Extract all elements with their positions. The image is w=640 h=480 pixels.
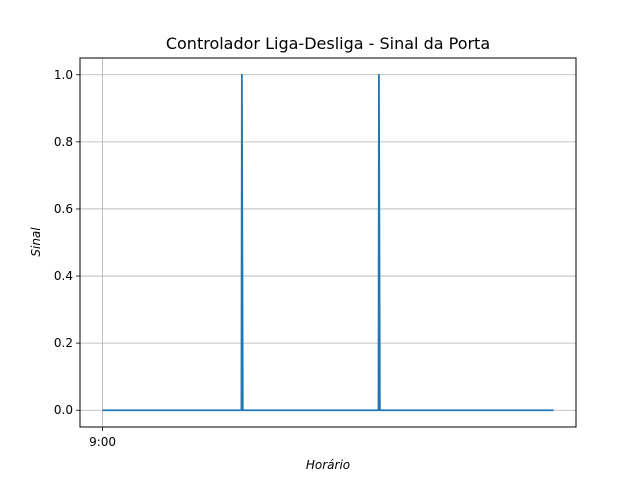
y-tick-label: 0.4	[54, 269, 73, 283]
series-layer	[102, 73, 554, 412]
y-tick-label: 1.0	[54, 68, 73, 82]
series-line-sinal	[102, 73, 554, 412]
y-tick-label: 0.8	[54, 135, 73, 149]
y-tick-label: 0.6	[54, 202, 73, 216]
x-tick-label: 9:00	[89, 435, 116, 449]
plot-frame	[79, 57, 577, 428]
x-axis-label: Horário	[306, 458, 350, 472]
chart-title: Controlador Liga-Desliga - Sinal da Port…	[166, 34, 490, 53]
y-axis-label: Sinal	[29, 227, 43, 257]
axis-ticks: 0.0 0.2 0.4 0.6 0.8 1.0 9:00	[54, 68, 116, 449]
y-tick-label: 0.2	[54, 336, 73, 350]
grid-lines	[80, 58, 576, 427]
y-tick-label: 0.0	[54, 403, 73, 417]
